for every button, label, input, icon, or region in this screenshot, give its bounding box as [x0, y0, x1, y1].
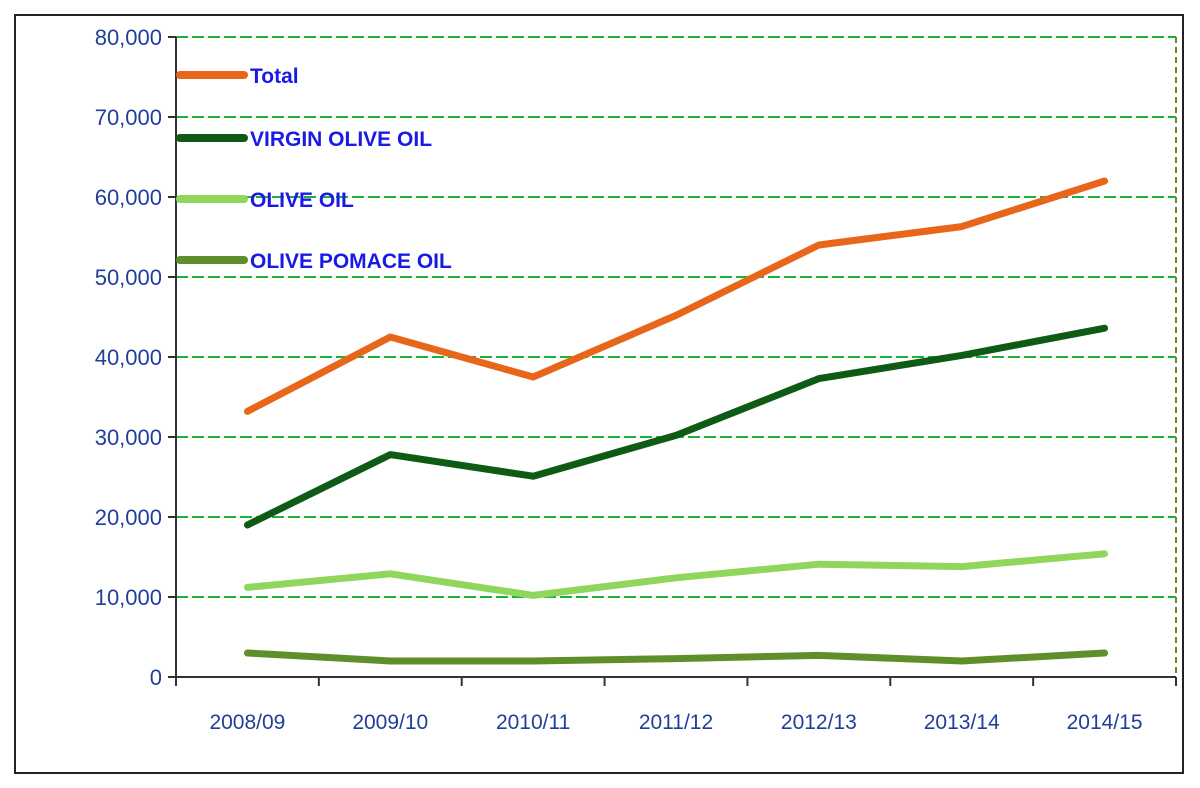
legend-label: VIRGIN OLIVE OIL	[250, 128, 432, 151]
series-line-total	[243, 177, 1109, 415]
y-axis-ticks: 0 10,000 20,000 30,000 40,000 50,000 60,000 70,…	[95, 25, 176, 690]
series-line-olive-oil	[243, 550, 1109, 599]
y-tick-label: 0	[150, 665, 162, 690]
series-line-olive-pomace-oil	[243, 649, 1109, 665]
x-axis-ticks: 2008/09 2009/10 2010/11 2011/12 2012/13 2013/…	[175, 677, 1177, 734]
y-tick-label: 10,000	[95, 585, 162, 610]
x-tick-label: 2008/09	[209, 711, 285, 734]
legend: Total VIRGIN OLIVE OIL OLIVE OIL OLIVE POMA…	[176, 65, 452, 273]
series-line-virgin-olive-oil	[243, 324, 1109, 529]
y-tick-label: 40,000	[95, 345, 162, 370]
y-tick-label: 60,000	[95, 185, 162, 210]
grid-lines	[176, 36, 1177, 677]
y-tick-label: 80,000	[95, 25, 162, 50]
y-tick-label: 70,000	[95, 105, 162, 130]
x-tick-label: 2012/13	[781, 711, 857, 734]
x-tick-label: 2009/10	[352, 711, 428, 734]
x-tick-label: 2011/12	[639, 711, 713, 734]
legend-label: Total	[250, 65, 299, 88]
series-lines	[243, 177, 1109, 665]
x-tick-label: 2013/14	[924, 711, 1000, 734]
legend-label: OLIVE OIL	[250, 189, 354, 212]
y-tick-label: 20,000	[95, 505, 162, 530]
y-tick-label: 30,000	[95, 425, 162, 450]
legend-label: OLIVE POMACE OIL	[250, 250, 452, 273]
x-tick-label: 2014/15	[1067, 711, 1143, 734]
y-tick-label: 50,000	[95, 265, 162, 290]
x-tick-label: 2010/11	[496, 711, 570, 734]
